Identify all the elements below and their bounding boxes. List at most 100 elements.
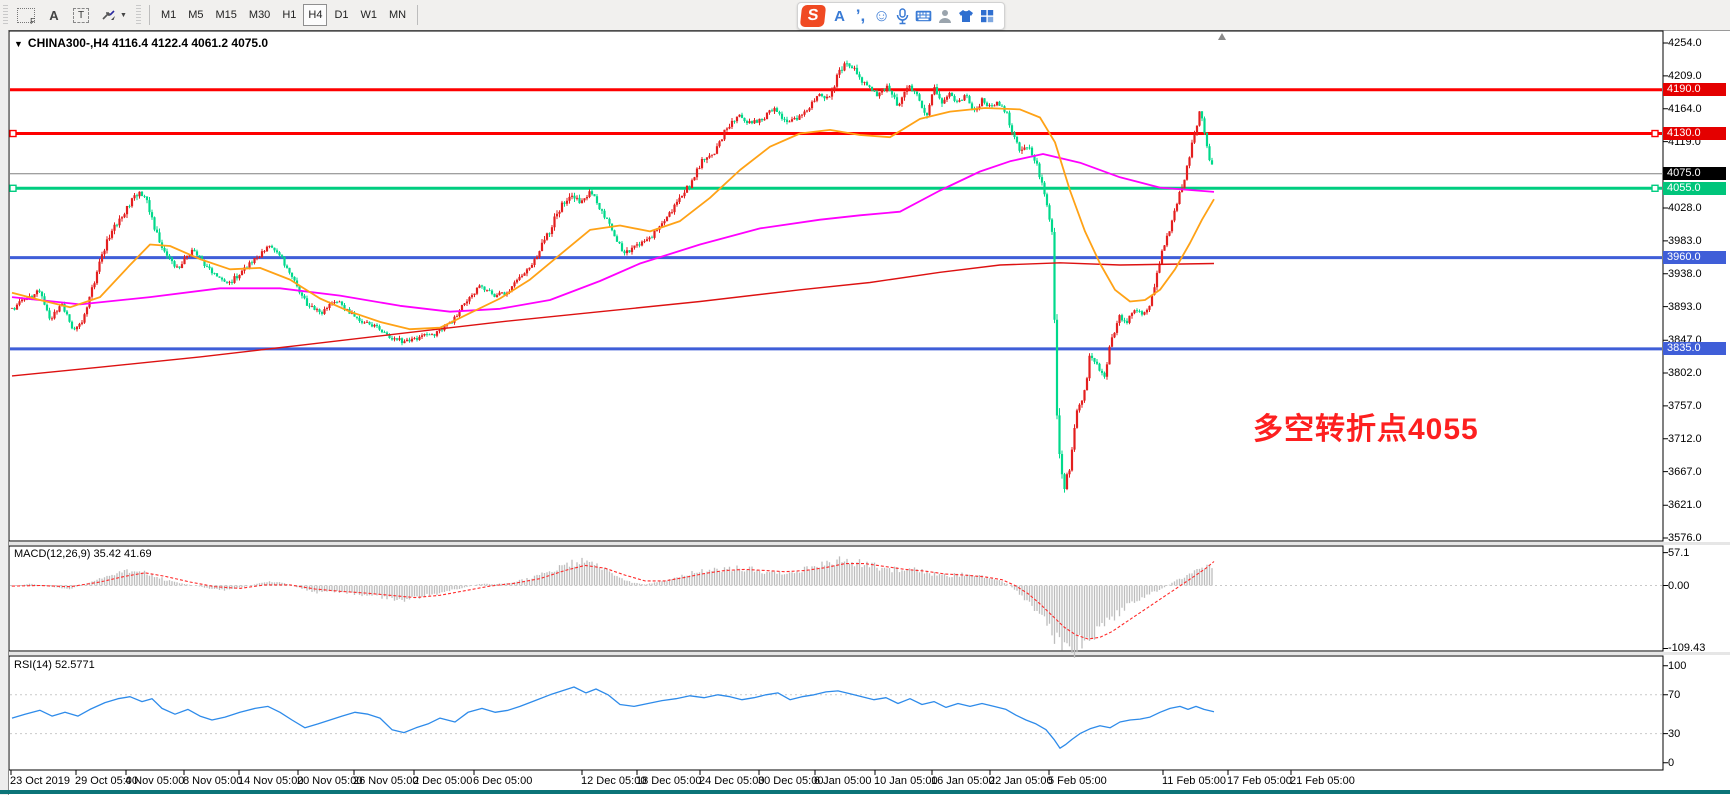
keyboard-icon[interactable] (913, 5, 934, 27)
text-a-icon: A (49, 7, 59, 23)
date-label: 26 Nov 05:00 (353, 775, 419, 787)
price-badge-3835.0: 3835.0 (1663, 342, 1726, 356)
macd-tick-57.1: 57.1 (1668, 546, 1690, 559)
microphone-icon[interactable] (892, 5, 913, 27)
chart-collapse-icon[interactable]: ▼ (14, 39, 23, 49)
user-account-icon[interactable] (934, 5, 955, 27)
toolbar-grip-2[interactable] (135, 5, 141, 25)
price-tick-3576.0: 3576.0 (1668, 532, 1702, 544)
date-label: 14 Nov 05:00 (238, 775, 304, 787)
date-label: 10 Jan 05:00 (874, 775, 938, 787)
price-badge-4190.0: 4190.0 (1663, 83, 1726, 97)
date-label: 24 Dec 05:00 (699, 775, 765, 787)
ma-fast-line (11, 107, 1215, 331)
timeframe-button-M15[interactable]: M15 (211, 4, 242, 26)
chart-title: ▼ CHINA300-,H4 4116.4 4122.4 4061.2 4075.… (14, 36, 268, 50)
text-label-tool-button[interactable]: A (42, 4, 66, 26)
axis-tick-marks (10, 42, 1668, 775)
rsi-indicator-label: RSI(14) 52.5771 (14, 659, 95, 671)
price-tick-4164.0: 4164.0 (1668, 102, 1702, 115)
window-bottom-edge (0, 790, 1730, 794)
date-label: 23 Oct 2019 (10, 775, 70, 787)
toolbox-grid-icon[interactable] (976, 5, 997, 27)
date-label: 5 Feb 05:00 (1048, 775, 1107, 787)
price-tick-3621.0: 3621.0 (1668, 499, 1702, 512)
input-language-icon[interactable]: A (834, 7, 845, 25)
macd-tick-0.00: 0.00 (1668, 579, 1690, 592)
price-tick-3938.0: 3938.0 (1668, 267, 1702, 280)
chart-shift-marker[interactable] (1218, 33, 1226, 40)
rsi-tick-0: 0 (1668, 756, 1675, 769)
punctuation-icon[interactable]: ’, (855, 6, 866, 25)
hline-handle-4130.0[interactable] (9, 129, 17, 138)
toolbar-separator-2 (417, 5, 419, 25)
skin-shirt-icon[interactable] (955, 5, 976, 27)
timeframe-button-group: M1 M5 M15 M30 H1 H4 D1 W1 MN (155, 4, 412, 26)
hline-handle-4130.0[interactable] (1651, 129, 1659, 138)
price-tick-3712.0: 3712.0 (1668, 432, 1702, 445)
grid-f-tool-button[interactable]: F (12, 4, 40, 26)
date-label: 29 Oct 05:00 (75, 775, 138, 787)
timeframe-button-M30[interactable]: M30 (244, 4, 275, 26)
date-label: 21 Feb 05:00 (1290, 775, 1355, 787)
date-label: 2 Dec 05:00 (413, 775, 473, 787)
sogou-input-toolbar: S A ’, ☺ (797, 2, 1005, 30)
macd-tick--109.43: -109.43 (1668, 642, 1706, 655)
price-tick-3893.0: 3893.0 (1668, 300, 1702, 313)
date-label: 6 Jan 05:00 (814, 775, 872, 787)
macd-indicator-label: MACD(12,26,9) 35.42 41.69 (14, 548, 152, 560)
toolbar-separator (148, 5, 150, 25)
date-label: 22 Jan 05:00 (989, 775, 1053, 787)
chart-text-annotation: 多空转折点4055 (1253, 413, 1479, 446)
price-tick-3757.0: 3757.0 (1668, 399, 1702, 412)
rsi-tick-70: 70 (1668, 688, 1681, 701)
hline-handle-4055.0[interactable] (1651, 184, 1659, 192)
rsi-line (11, 686, 1215, 749)
ma-mid-line (11, 153, 1215, 313)
macd-signal-line (11, 561, 1215, 640)
price-badge-3960.0: 3960.0 (1663, 251, 1726, 265)
timeframe-button-M5[interactable]: M5 (183, 4, 208, 26)
date-label: 20 Nov 05:00 (297, 775, 363, 787)
hline-handle-4055.0[interactable] (9, 184, 17, 192)
symbol-ohlc-text: CHINA300-,H4 4116.4 4122.4 4061.2 4075.0 (27, 36, 269, 50)
timeframe-button-M1[interactable]: M1 (156, 4, 181, 26)
price-tick-3983.0: 3983.0 (1668, 234, 1702, 247)
textbox-t-icon: T (73, 7, 89, 23)
date-label: 11 Feb 05:00 (1162, 775, 1227, 787)
price-badge-4130.0: 4130.0 (1663, 127, 1726, 141)
arrows-tool-button[interactable]: ▼ (96, 4, 132, 26)
price-badge-4075.0: 4075.0 (1663, 167, 1726, 181)
price-tick-4209.0: 4209.0 (1668, 69, 1702, 82)
date-label: 16 Jan 05:00 (931, 775, 995, 787)
date-label: 17 Feb 05:00 (1227, 775, 1292, 787)
pane-splitter[interactable] (0, 542, 1730, 545)
price-tick-3802.0: 3802.0 (1668, 367, 1702, 379)
timeframe-button-D1[interactable]: D1 (329, 4, 353, 26)
textbox-tool-button[interactable]: T (68, 4, 94, 26)
emoji-icon[interactable]: ☺ (872, 6, 891, 25)
price-tick-3667.0: 3667.0 (1668, 465, 1702, 478)
rsi-tick-30: 30 (1668, 727, 1681, 740)
window-left-edge (0, 30, 9, 795)
price-tick-4028.0: 4028.0 (1668, 202, 1702, 214)
macd-pane-frame (8, 545, 1664, 652)
toolbar-grip[interactable] (3, 5, 8, 25)
price-badge-4055.0: 4055.0 (1663, 181, 1726, 195)
timeframe-button-H4[interactable]: H4 (303, 4, 328, 26)
date-label: 12 Dec 05:00 (581, 775, 647, 787)
date-label: 30 Dec 05:00 (758, 775, 824, 787)
timeframe-button-W1[interactable]: W1 (356, 4, 383, 26)
ma-slow-line (11, 262, 1215, 377)
timeframe-button-H1[interactable]: H1 (277, 4, 301, 26)
price-tick-4254.0: 4254.0 (1668, 37, 1702, 49)
rsi-pane-frame (8, 655, 1664, 771)
timeframe-button-MN[interactable]: MN (384, 4, 411, 26)
date-label: 18 Dec 05:00 (636, 775, 702, 787)
date-label: 8 Nov 05:00 (183, 775, 243, 787)
grid-f-icon: F (17, 7, 35, 26)
pane-splitter[interactable] (0, 652, 1730, 655)
date-label: 4 Nov 05:00 (125, 775, 185, 787)
